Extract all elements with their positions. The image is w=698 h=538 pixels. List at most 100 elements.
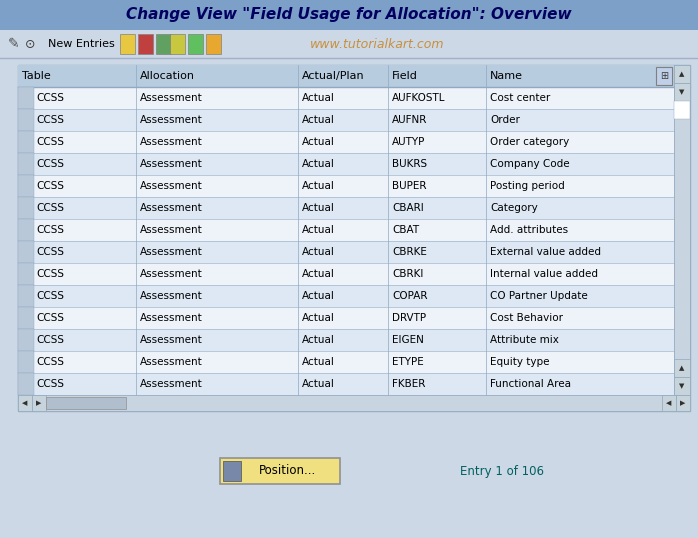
Text: CCSS: CCSS [36, 313, 64, 323]
Bar [18, 307, 674, 329]
Text: External value added: External value added [490, 247, 601, 257]
Text: Assessment: Assessment [140, 313, 202, 323]
Text: CBRKI: CBRKI [392, 269, 424, 279]
Text: Field: Field [392, 71, 418, 81]
Text: Actual: Actual [302, 247, 335, 257]
Text: ✎: ✎ [8, 37, 20, 51]
Text: Equity type: Equity type [490, 357, 549, 367]
Text: ETYPE: ETYPE [392, 357, 424, 367]
Text: Assessment: Assessment [140, 357, 202, 367]
Text: Assessment: Assessment [140, 379, 202, 389]
Text: CBARI: CBARI [392, 203, 424, 213]
Bar [674, 359, 690, 377]
Bar [120, 34, 135, 54]
Text: Company Code: Company Code [490, 159, 570, 169]
Bar [138, 34, 153, 54]
Text: AUTYP: AUTYP [392, 137, 425, 147]
Bar [674, 83, 690, 101]
Text: Actual: Actual [302, 335, 335, 345]
Bar [674, 65, 690, 83]
Bar [18, 285, 34, 307]
Text: CCSS: CCSS [36, 93, 64, 103]
Text: CO Partner Update: CO Partner Update [490, 291, 588, 301]
Bar [18, 329, 674, 351]
Text: Order: Order [490, 115, 520, 125]
Text: CCSS: CCSS [36, 203, 64, 213]
Bar [18, 65, 690, 411]
Text: CCSS: CCSS [36, 379, 64, 389]
Text: BUKRS: BUKRS [392, 159, 427, 169]
Text: CCSS: CCSS [36, 291, 64, 301]
Bar [656, 67, 672, 85]
Text: CCSS: CCSS [36, 181, 64, 191]
Text: COPAR: COPAR [392, 291, 427, 301]
Bar [18, 197, 34, 219]
Text: CBAT: CBAT [392, 225, 419, 235]
Text: Assessment: Assessment [140, 137, 202, 147]
Text: CCSS: CCSS [36, 159, 64, 169]
Bar [18, 351, 34, 373]
Text: New Entries: New Entries [48, 39, 114, 49]
Bar [18, 131, 34, 153]
Bar [18, 241, 674, 263]
Text: Order category: Order category [490, 137, 570, 147]
Bar [18, 263, 34, 285]
Bar [18, 263, 674, 285]
Text: www.tutorialkart.com: www.tutorialkart.com [310, 38, 445, 51]
Text: Actual: Actual [302, 379, 335, 389]
Text: Actual: Actual [302, 93, 335, 103]
Bar [170, 34, 185, 54]
Text: ▼: ▼ [679, 383, 685, 389]
Text: Actual: Actual [302, 181, 335, 191]
Bar [188, 34, 203, 54]
Text: Posting period: Posting period [490, 181, 565, 191]
Text: Change View "Field Usage for Allocation": Overview: Change View "Field Usage for Allocation"… [126, 8, 572, 23]
Bar [18, 219, 34, 241]
Bar [18, 175, 34, 197]
Text: CCSS: CCSS [36, 225, 64, 235]
Text: Assessment: Assessment [140, 159, 202, 169]
Text: Actual: Actual [302, 313, 335, 323]
Text: Actual: Actual [302, 115, 335, 125]
Bar [46, 397, 126, 409]
Text: Assessment: Assessment [140, 247, 202, 257]
Bar [18, 197, 674, 219]
Text: Cost center: Cost center [490, 93, 550, 103]
Bar [18, 307, 34, 329]
Text: CCSS: CCSS [36, 115, 64, 125]
Bar [18, 373, 34, 395]
Bar [223, 461, 241, 481]
Text: Entry 1 of 106: Entry 1 of 106 [460, 464, 544, 478]
Text: Actual: Actual [302, 225, 335, 235]
Bar [32, 395, 46, 411]
Text: Assessment: Assessment [140, 291, 202, 301]
Text: Table: Table [22, 71, 51, 81]
Bar [18, 373, 674, 395]
Bar [674, 65, 690, 395]
Text: CBRKE: CBRKE [392, 247, 427, 257]
Bar [662, 395, 676, 411]
Text: Assessment: Assessment [140, 269, 202, 279]
Text: AUFNR: AUFNR [392, 115, 427, 125]
Bar [18, 153, 674, 175]
Bar [18, 153, 34, 175]
Text: ▲: ▲ [679, 365, 685, 371]
Text: Cost Behavior: Cost Behavior [490, 313, 563, 323]
Bar [18, 109, 674, 131]
Text: BUPER: BUPER [392, 181, 426, 191]
Bar [18, 175, 674, 197]
Bar [18, 65, 674, 87]
Bar [18, 87, 674, 109]
Text: Functional Area: Functional Area [490, 379, 571, 389]
Bar [18, 131, 674, 153]
Text: EIGEN: EIGEN [392, 335, 424, 345]
Text: Assessment: Assessment [140, 181, 202, 191]
Bar [18, 241, 34, 263]
Text: Attribute mix: Attribute mix [490, 335, 559, 345]
Text: ▶: ▶ [36, 400, 42, 406]
Text: Assessment: Assessment [140, 93, 202, 103]
Text: Actual: Actual [302, 291, 335, 301]
Text: Add. attributes: Add. attributes [490, 225, 568, 235]
Text: Internal value added: Internal value added [490, 269, 598, 279]
Text: Position...: Position... [260, 464, 317, 478]
